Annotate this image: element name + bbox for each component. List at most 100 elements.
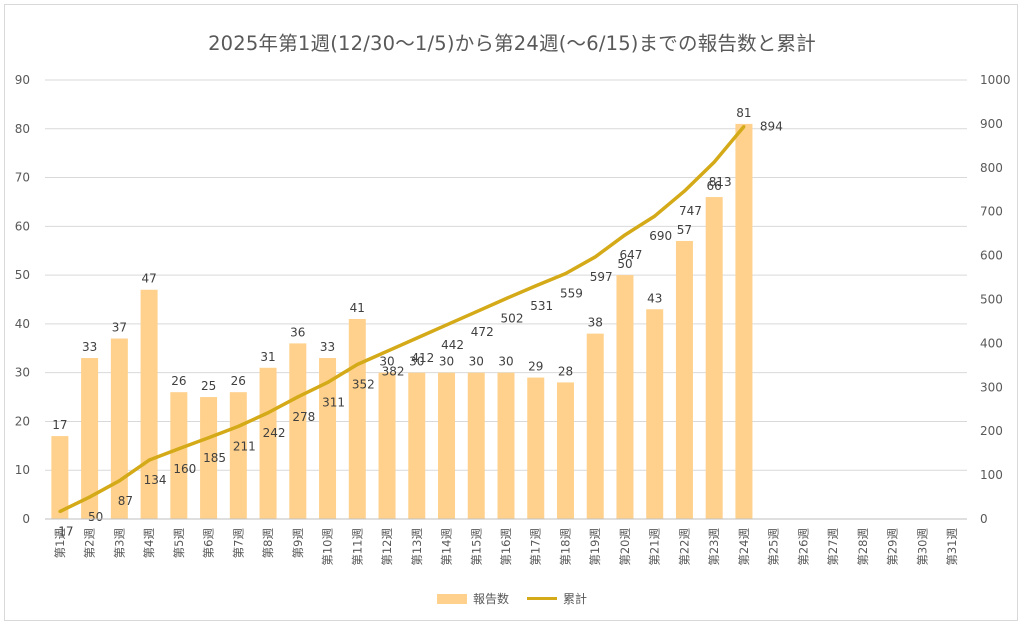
- x-axis-tick: 第7週: [231, 528, 245, 559]
- line-label: 185: [203, 451, 226, 465]
- line-point: [504, 297, 508, 301]
- x-axis-tick: 第14週: [440, 528, 454, 566]
- line-point: [563, 272, 567, 276]
- bar-label: 25: [201, 379, 216, 393]
- x-axis-tick: 第11週: [350, 528, 364, 566]
- bar: [81, 358, 99, 519]
- left-axis-tick: 80: [15, 122, 30, 136]
- bar: [378, 372, 396, 519]
- x-axis-tick: 第13週: [410, 528, 424, 566]
- x-axis-tick: 第22週: [677, 528, 691, 566]
- line-point: [117, 479, 121, 483]
- legend-line-label: 累計: [563, 592, 588, 606]
- bar: [438, 372, 456, 519]
- line-label: 311: [322, 395, 345, 409]
- line-point: [355, 362, 359, 366]
- bar: [497, 372, 515, 519]
- x-axis-tick: 第15週: [469, 528, 483, 566]
- x-axis-tick: 第4週: [142, 528, 156, 559]
- x-axis-tick: 第2週: [83, 528, 97, 559]
- bar-label: 29: [528, 360, 543, 374]
- left-axis-tick: 40: [15, 317, 30, 331]
- legend: 報告数 累計: [0, 590, 1024, 607]
- bar-label: 30: [469, 355, 484, 369]
- x-axis-tick: 第29週: [886, 528, 900, 566]
- line-point: [742, 125, 746, 129]
- left-axis-tick: 20: [15, 414, 30, 428]
- bar: [527, 377, 545, 519]
- x-axis-tick: 第3週: [112, 528, 126, 559]
- bar: [586, 333, 604, 519]
- bar-label: 47: [141, 272, 156, 286]
- line-point: [474, 310, 478, 314]
- right-axis-tick: 900: [980, 117, 1003, 131]
- bar-label: 36: [290, 325, 305, 339]
- x-axis-tick: 第9週: [291, 528, 305, 559]
- x-axis-tick: 第31週: [945, 528, 959, 566]
- line-point: [58, 510, 62, 514]
- chart-title: 2025年第1週(12/30～1/5)から第24週(～6/15)までの報告数と累…: [208, 32, 816, 55]
- left-axis-tick: 0: [22, 512, 30, 526]
- line-point: [207, 436, 211, 440]
- right-axis-tick: 700: [980, 205, 1003, 219]
- bar-label: 57: [677, 223, 692, 237]
- x-axis-tick: 第25週: [767, 528, 781, 566]
- bar-label: 30: [498, 355, 513, 369]
- bar: [467, 372, 485, 519]
- legend-item-line: 累計: [527, 590, 587, 607]
- line-point: [385, 349, 389, 353]
- right-axis-tick: 400: [980, 336, 1003, 350]
- bar: [556, 382, 574, 519]
- line-label: 502: [501, 312, 524, 326]
- line-label: 352: [352, 377, 375, 391]
- line-label: 690: [649, 229, 672, 243]
- line-label: 647: [620, 248, 643, 262]
- line-point: [296, 395, 300, 399]
- x-axis-tick: 第5週: [172, 528, 186, 559]
- bar-label: 17: [52, 418, 67, 432]
- line-label: 160: [173, 462, 196, 476]
- right-axis-tick: 300: [980, 380, 1003, 394]
- line-label: 242: [263, 426, 286, 440]
- right-axis-tick: 800: [980, 161, 1003, 175]
- x-axis-tick: 第21週: [648, 528, 662, 566]
- left-axis-tick: 90: [15, 73, 30, 87]
- x-axis-tick: 第18週: [558, 528, 572, 566]
- x-axis-tick: 第19週: [588, 528, 602, 566]
- line-label: 87: [118, 494, 133, 508]
- bar-label: 28: [558, 364, 573, 378]
- bar: [616, 275, 634, 519]
- line-point: [147, 458, 151, 462]
- bar: [289, 343, 307, 519]
- line-label: 17: [58, 525, 73, 539]
- line-point: [593, 255, 597, 259]
- line-label: 211: [233, 439, 256, 453]
- line-point: [236, 424, 240, 428]
- x-axis-tick: 第1週: [53, 528, 67, 559]
- line-label: 531: [530, 299, 553, 313]
- left-axis-tick: 10: [15, 463, 30, 477]
- right-axis-tick: 1000: [980, 73, 1011, 87]
- line-label: 278: [292, 410, 315, 424]
- x-axis-tick: 第10週: [321, 528, 335, 566]
- line-point: [682, 189, 686, 193]
- right-axis-tick: 500: [980, 293, 1003, 307]
- bar-label: 26: [231, 374, 246, 388]
- right-axis-tick: 100: [980, 468, 1003, 482]
- x-axis-tick: 第8週: [261, 528, 275, 559]
- line-label: 50: [88, 510, 103, 524]
- bar-label: 43: [647, 291, 662, 305]
- x-axis-tick: 第24週: [737, 528, 751, 566]
- right-axis-tick: 200: [980, 424, 1003, 438]
- bar: [51, 436, 69, 519]
- bar: [735, 123, 753, 520]
- left-axis-tick: 70: [15, 171, 30, 185]
- x-axis-tick: 第30週: [915, 528, 929, 566]
- x-axis-tick: 第26週: [796, 528, 810, 566]
- bar: [675, 240, 693, 519]
- bar-label: 37: [112, 321, 127, 335]
- left-axis-tick: 50: [15, 268, 30, 282]
- bar: [646, 309, 664, 519]
- line-label: 382: [382, 364, 405, 378]
- line-point: [534, 284, 538, 288]
